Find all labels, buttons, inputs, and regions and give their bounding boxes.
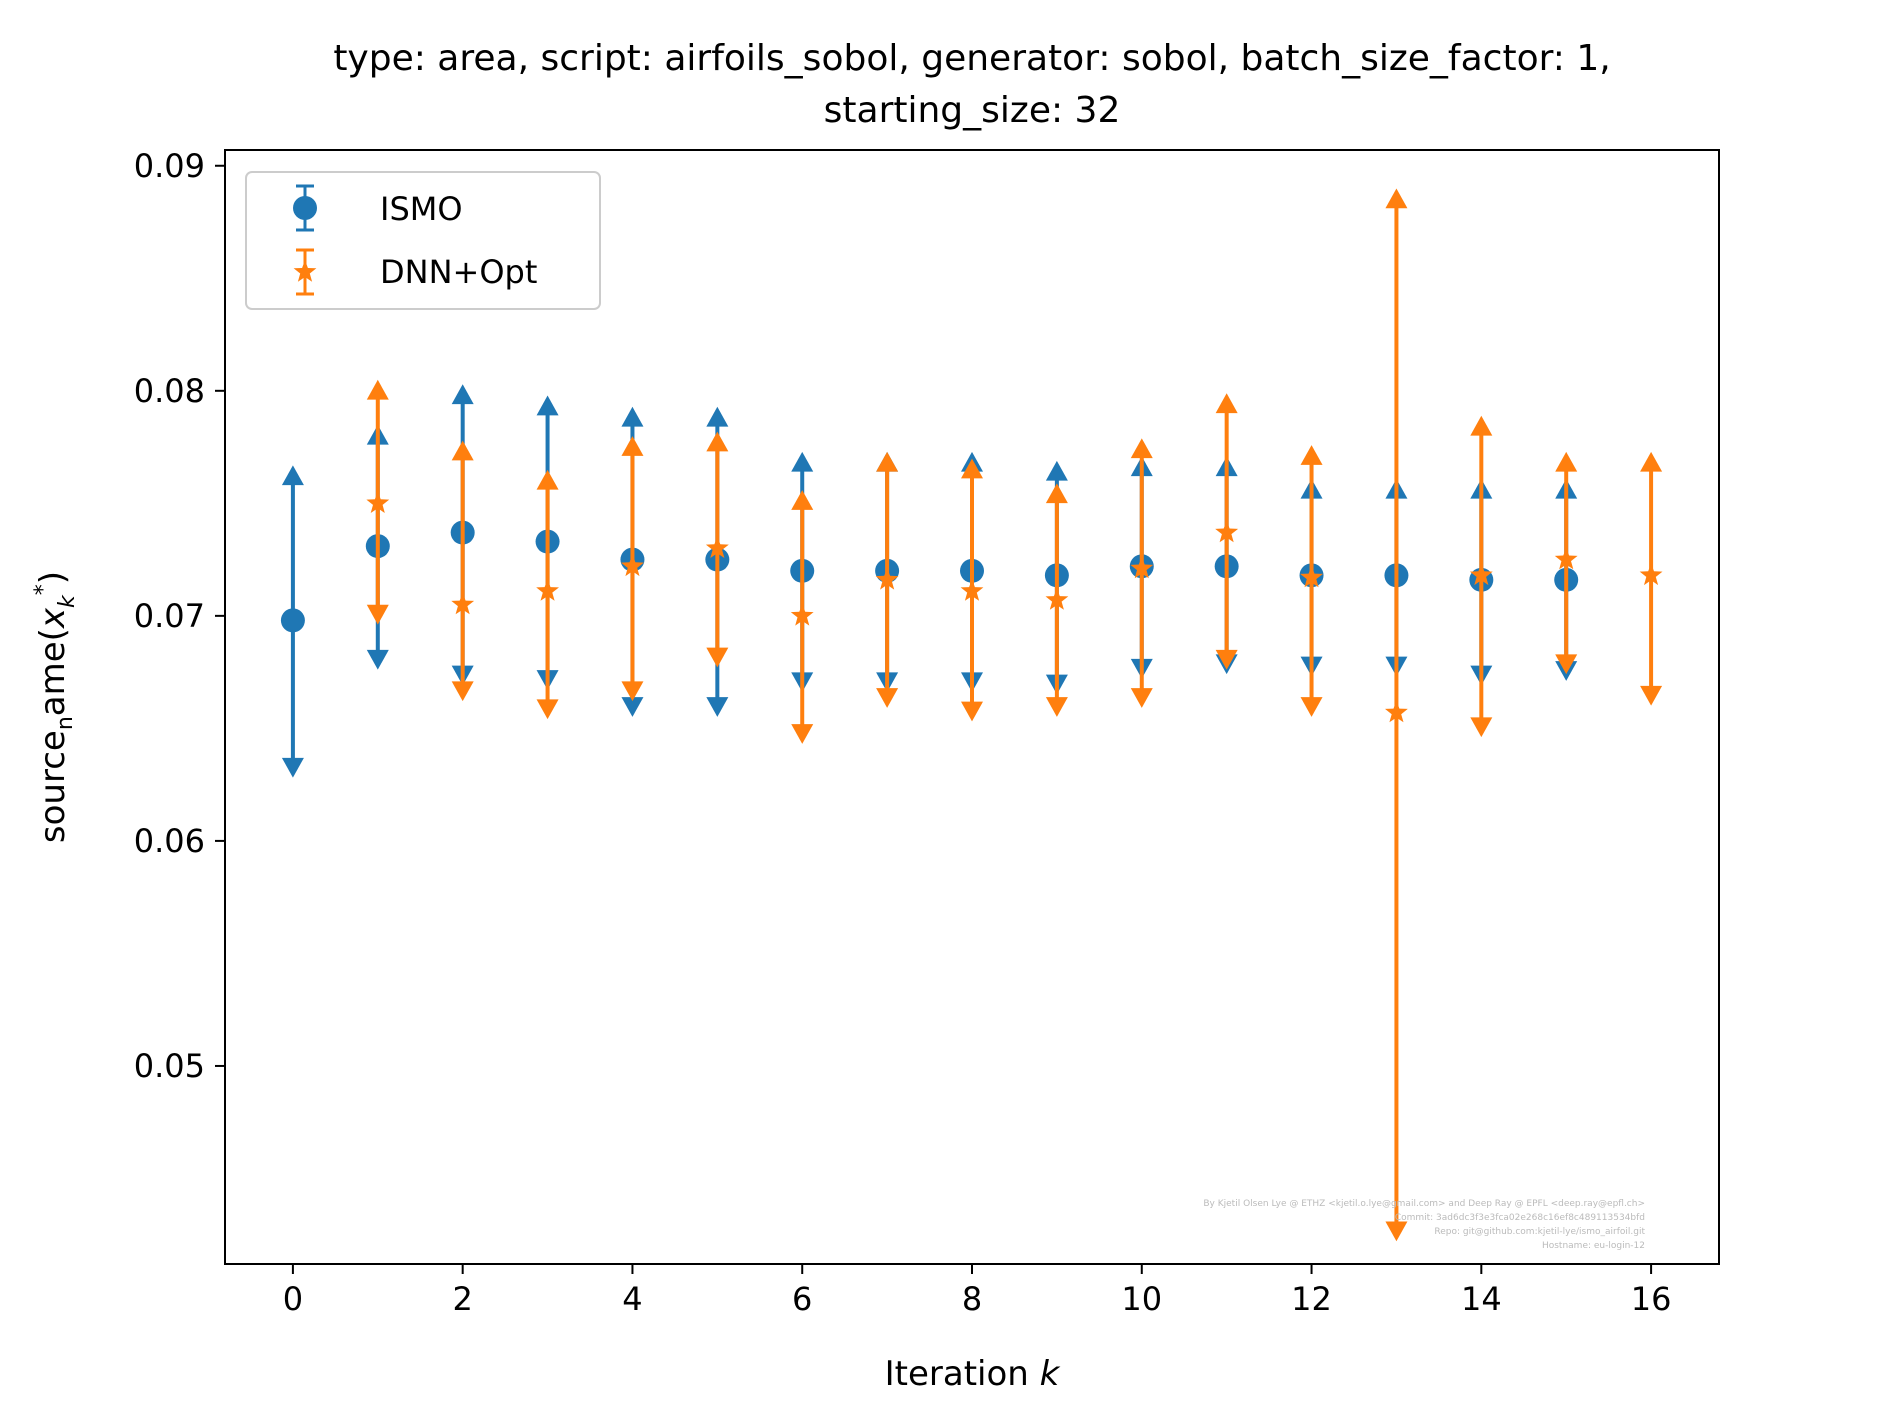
- watermark-line2: Commit: 3ad6dc3f3e3fca02e268c16ef8c48911…: [1395, 1213, 1645, 1223]
- upper-limit-marker: [621, 406, 644, 427]
- data-point: [1045, 588, 1069, 610]
- upper-limit-marker: [1215, 393, 1238, 414]
- legend-marker-ismo: [293, 184, 317, 232]
- legend-box: [245, 171, 601, 310]
- series-dnn-opt: [366, 188, 1663, 1242]
- data-point: [875, 567, 899, 590]
- y-axis: 0.05 0.06 0.07 0.08 0.09: [134, 147, 225, 1085]
- lower-limit-marker: [876, 688, 899, 708]
- series-ismo: [280, 384, 1579, 778]
- upper-limit-marker: [1045, 460, 1068, 481]
- upper-limit-marker: [1470, 415, 1493, 436]
- upper-limit-marker: [1385, 188, 1408, 209]
- lower-limit-marker: [1045, 697, 1068, 717]
- upper-limit-marker: [281, 465, 304, 486]
- upper-limit-marker: [536, 395, 559, 416]
- data-point: [451, 592, 475, 615]
- y-tick-label: 0.09: [134, 147, 205, 185]
- x-axis-label: Iteration k: [885, 1354, 1061, 1394]
- x-axis: 0 2 4 6 8 10 12 14 16: [283, 1264, 1672, 1318]
- data-point: [366, 491, 390, 513]
- lower-limit-marker: [1215, 649, 1238, 670]
- x-tick-label: 10: [1121, 1280, 1162, 1318]
- y-tick-label: 0.05: [134, 1047, 205, 1085]
- lower-limit-marker: [706, 697, 729, 717]
- legend-marker-dnn: [293, 248, 317, 296]
- data-point: [280, 608, 305, 633]
- data-point: [790, 603, 814, 626]
- watermark-line1: By Kjetil Olsen Lye @ ETHZ <kjetil.o.lye…: [1203, 1199, 1645, 1209]
- x-tick-label: 12: [1291, 1280, 1332, 1318]
- upper-limit-marker: [621, 436, 644, 456]
- upper-limit-marker: [706, 406, 729, 427]
- upper-limit-marker: [1045, 483, 1068, 504]
- data-point: [536, 579, 559, 601]
- data-point: [705, 536, 729, 558]
- watermark-line3: Repo: git@github.com:kjetil-lye/ismo_air…: [1434, 1227, 1645, 1237]
- upper-limit-marker: [536, 469, 559, 490]
- lower-limit-marker: [621, 697, 644, 717]
- lower-limit-marker: [281, 757, 304, 778]
- watermark-line4: Hostname: eu-login-12: [1542, 1241, 1645, 1251]
- lower-limit-marker: [1640, 685, 1663, 706]
- upper-limit-marker: [791, 451, 814, 472]
- lower-limit-marker: [961, 701, 983, 722]
- lower-limit-marker: [1385, 1221, 1408, 1242]
- upper-limit-marker: [876, 451, 899, 472]
- legend-label-dnn: DNN+Opt: [380, 253, 537, 291]
- legend: ISMO DNN+Opt: [245, 171, 601, 310]
- upper-limit-marker: [961, 458, 983, 479]
- upper-limit-marker: [791, 490, 814, 510]
- upper-limit-marker: [1300, 445, 1323, 465]
- lower-limit-marker: [1555, 654, 1578, 675]
- lower-limit-marker: [366, 604, 389, 625]
- data-point: [1300, 565, 1323, 588]
- y-axis-label: sourcename(xk*): [31, 571, 80, 843]
- lower-limit-marker: [1130, 688, 1153, 708]
- x-tick-label: 16: [1631, 1280, 1672, 1318]
- chart-title-line2: starting_size: 32: [824, 90, 1121, 131]
- legend-label-ismo: ISMO: [380, 190, 463, 228]
- lower-limit-marker: [706, 647, 729, 668]
- data-point: [1554, 547, 1578, 570]
- y-tick-label: 0.07: [134, 597, 205, 635]
- lower-limit-marker: [536, 699, 559, 720]
- lower-limit-marker: [1470, 717, 1493, 738]
- series-layer: [280, 188, 1663, 1242]
- upper-limit-marker: [1640, 451, 1663, 472]
- lower-limit-marker: [366, 649, 389, 670]
- lower-limit-marker: [791, 724, 814, 744]
- upper-limit-marker: [451, 384, 474, 405]
- watermark: By Kjetil Olsen Lye @ ETHZ <kjetil.o.lye…: [1203, 1199, 1645, 1251]
- legend-star: [293, 260, 317, 282]
- x-tick-label: 14: [1461, 1280, 1502, 1318]
- x-tick-label: 8: [962, 1280, 982, 1318]
- upper-limit-marker: [1130, 438, 1153, 459]
- x-tick-label: 6: [792, 1280, 812, 1318]
- upper-limit-marker: [706, 431, 729, 452]
- lower-limit-marker: [621, 681, 644, 702]
- upper-limit-marker: [451, 440, 474, 461]
- x-tick-label: 4: [622, 1280, 642, 1318]
- x-tick-label: 0: [283, 1280, 303, 1318]
- data-point: [1469, 563, 1493, 586]
- lower-limit-marker: [1300, 697, 1323, 717]
- upper-limit-marker: [366, 379, 389, 400]
- data-point: [1639, 563, 1663, 586]
- upper-limit-marker: [1555, 451, 1578, 472]
- x-tick-label: 2: [453, 1280, 473, 1318]
- data-point: [960, 579, 984, 601]
- data-point: [1215, 520, 1239, 543]
- y-tick-label: 0.06: [134, 822, 205, 860]
- data-point: [621, 554, 644, 577]
- data-point: [1130, 556, 1154, 579]
- data-point: [1385, 700, 1408, 723]
- lower-limit-marker: [451, 681, 474, 702]
- y-tick-label: 0.08: [134, 372, 205, 410]
- chart-title-line1: type: area, script: airfoils_sobol, gene…: [333, 38, 1610, 79]
